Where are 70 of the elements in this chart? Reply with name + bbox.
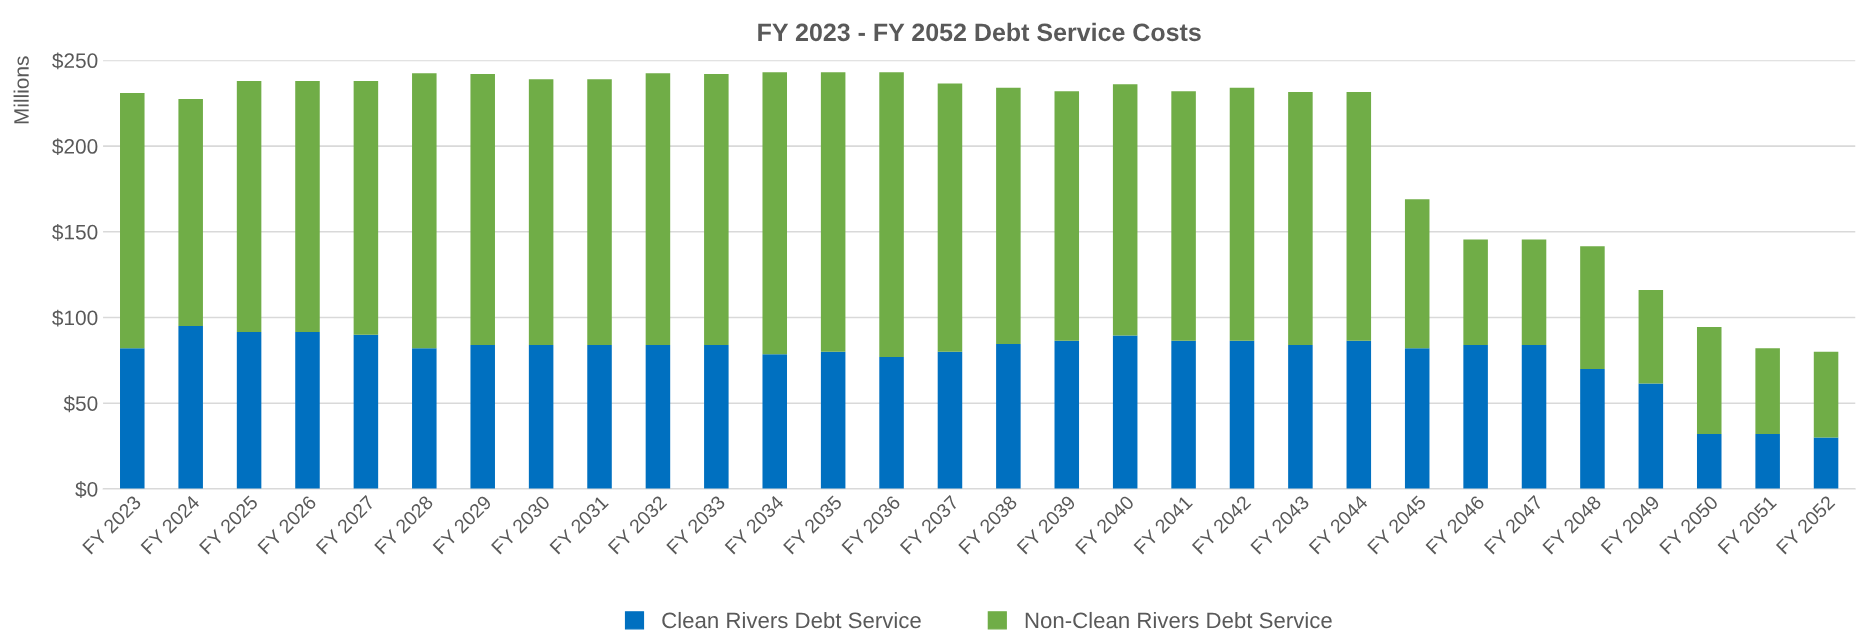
bar [1755, 348, 1780, 435]
bar [1638, 383, 1664, 489]
bar [879, 72, 904, 357]
bar [120, 92, 145, 349]
bar [1813, 437, 1839, 489]
bar [704, 74, 729, 345]
bar [1755, 434, 1780, 489]
bar [1054, 340, 1080, 489]
bar [704, 344, 729, 489]
bar [412, 73, 437, 349]
bar [1288, 92, 1313, 345]
bar [1463, 239, 1488, 345]
bar [1404, 199, 1430, 349]
bar [1288, 344, 1313, 489]
bar [236, 332, 262, 489]
bar [762, 354, 788, 489]
bar [1112, 84, 1138, 336]
bar [295, 332, 320, 489]
bar [1813, 351, 1839, 438]
bar [937, 83, 963, 352]
bar [236, 80, 262, 333]
bar [996, 87, 1021, 345]
bar [1463, 344, 1488, 489]
y-tick-label: $50 [63, 395, 98, 413]
bar [645, 344, 671, 489]
y-tick-label: $0 [75, 481, 98, 498]
bar [1346, 340, 1372, 489]
bar [645, 73, 671, 345]
y-axis-title: Millions [13, 56, 29, 124]
y-tick-label: $200 [52, 138, 98, 156]
bar [353, 334, 379, 489]
bar [937, 351, 963, 489]
bar [996, 344, 1021, 489]
bar [587, 79, 612, 345]
bar [528, 79, 554, 345]
bar [1580, 368, 1605, 489]
bar [470, 344, 495, 489]
y-tick-label: $250 [52, 52, 98, 70]
bar [295, 80, 320, 333]
bar [1112, 335, 1138, 489]
bar [1229, 87, 1255, 341]
bar [820, 351, 846, 489]
bar [412, 348, 437, 489]
bar [178, 98, 203, 327]
bar [120, 348, 145, 489]
bar [1229, 340, 1255, 489]
y-tick-label: $150 [52, 223, 98, 241]
bar [1171, 340, 1196, 489]
bar [820, 72, 846, 352]
chart-title: FY 2023 - FY 2052 Debt Service Costs [758, 22, 1201, 42]
bar [1696, 434, 1722, 489]
bar [528, 344, 554, 489]
bar [353, 80, 379, 335]
bar [470, 74, 495, 345]
bar [1521, 239, 1547, 345]
bar [1580, 246, 1605, 369]
bar [1404, 348, 1430, 489]
bar [1521, 344, 1547, 489]
bar [1346, 92, 1372, 341]
y-tick-label: $100 [52, 309, 98, 327]
bar [1171, 91, 1196, 341]
legend-label: Clean Rivers Debt Service [662, 611, 921, 629]
bar [879, 356, 904, 489]
bar [178, 326, 203, 489]
bar [762, 72, 788, 355]
bar [1638, 290, 1664, 384]
legend-label: Non-Clean Rivers Debt Service [1025, 611, 1332, 629]
bar [1696, 326, 1722, 435]
bar [587, 344, 612, 489]
bar [1054, 91, 1080, 341]
